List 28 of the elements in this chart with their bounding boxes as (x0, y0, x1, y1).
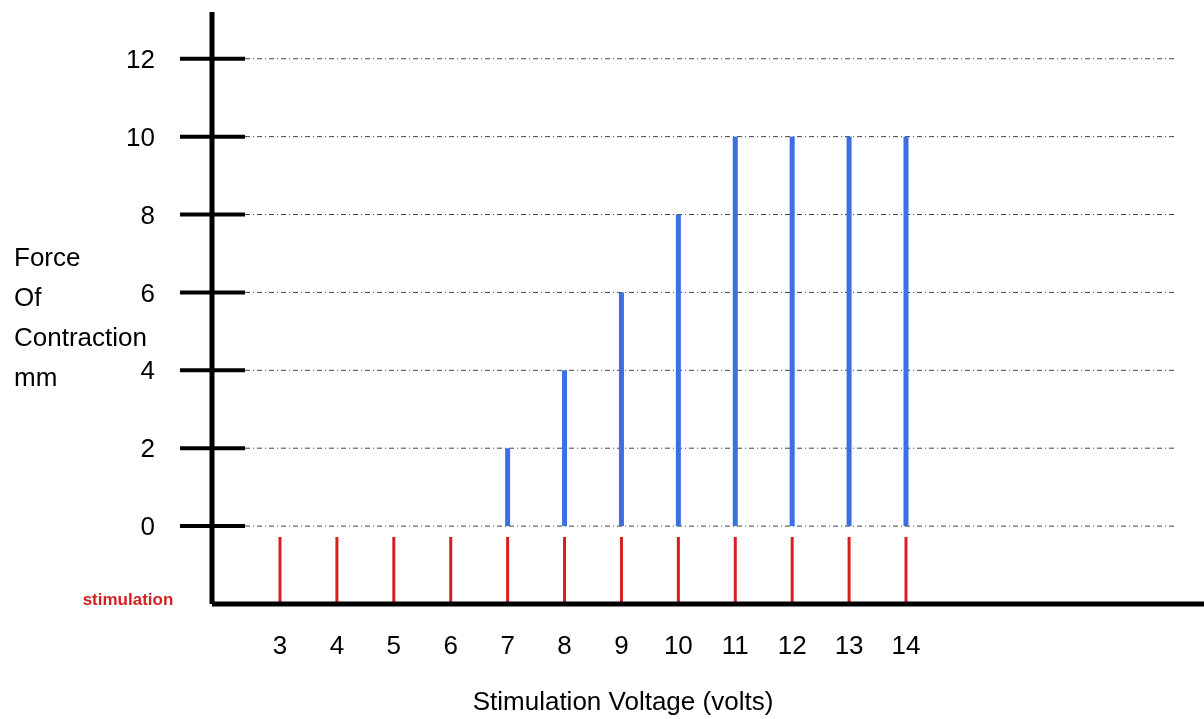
y-tick-label: 2 (140, 433, 155, 464)
y-tick-label: 6 (140, 277, 155, 308)
bar (903, 136, 909, 527)
x-tick-label: 8 (557, 630, 572, 660)
y-tick-label: 12 (126, 43, 155, 74)
x-tick-label: 14 (891, 630, 921, 660)
y-tick-label: 0 (140, 511, 155, 542)
x-tick-label: 3 (272, 630, 288, 660)
bar (618, 292, 624, 527)
y-tick-label: 8 (140, 199, 155, 230)
bar (732, 136, 738, 527)
x-tick-label: 5 (386, 630, 402, 660)
text: stimulation (82, 590, 174, 609)
bar (505, 448, 511, 527)
x-tick-label: 6 (443, 630, 458, 660)
y-tick-label: 10 (126, 121, 155, 152)
bar (846, 136, 852, 527)
x-tick-label: 11 (721, 630, 749, 660)
x-axis-title: Stimulation Voltage (volts) (472, 686, 774, 716)
x-tick-label: 13 (834, 630, 864, 660)
bar (675, 214, 681, 527)
bar (562, 370, 568, 527)
x-tick-label: 9 (614, 630, 629, 660)
x-tick-label: 12 (777, 630, 807, 660)
x-tick-label: 10 (663, 630, 693, 660)
x-tick-label: 4 (329, 630, 345, 660)
bar (789, 136, 795, 527)
x-tick-label: 7 (500, 630, 515, 660)
